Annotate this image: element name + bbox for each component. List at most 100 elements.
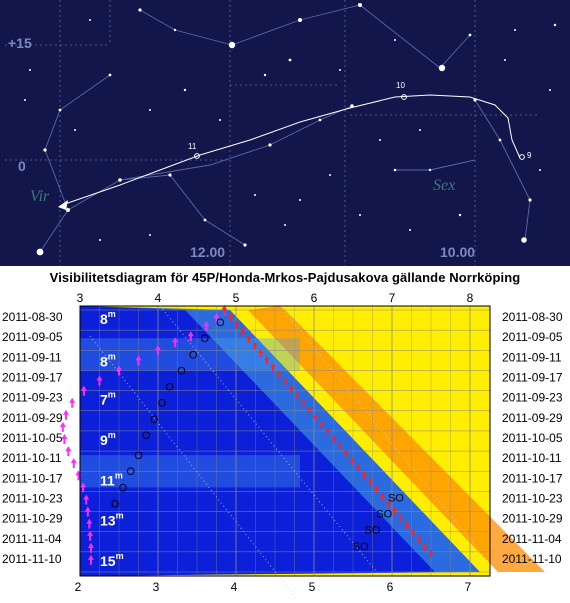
star [268,143,272,147]
top-tick-label: 4 [155,291,162,305]
date-label-right: 2011-08-30 [502,310,563,324]
mark-label-9: 9 [527,151,532,160]
sun-track-arrow [264,356,270,365]
date-label-right: 2011-10-11 [502,451,562,465]
comet-altitude-arrow [59,421,66,432]
date-label-right: 2011-11-04 [502,532,562,546]
comet-altitude-arrow [80,385,87,396]
bottom-tick-label: 4 [231,580,238,594]
magnitude-unit: m [115,470,123,480]
plot-background [80,306,545,576]
guide-diagonal [89,335,301,603]
comet-path [61,94,521,206]
sun-track-arrow [240,327,246,336]
star-map-canvas: 11 10 9 +15 0 12.00 10.00 Vir Sex [0,0,570,266]
sun-track-arrow [367,478,373,487]
comet-o-marker: O [111,498,120,510]
star [468,33,472,37]
comet-o-marker: O [189,349,198,361]
star [379,139,381,141]
star [243,243,247,247]
sun-track-arrow [233,320,239,329]
date-label-right: 2011-10-17 [502,471,563,485]
comet-o-marker: O [119,482,128,494]
sun-track-arrow [300,399,306,408]
comet-altitude-arrow [69,397,76,408]
comet-altitude-arrow [96,375,103,386]
star [329,174,331,176]
star [514,29,516,31]
magnitude-unit: m [108,351,116,361]
comet-o-marker: O [126,466,135,478]
star [339,69,341,71]
sun-track-arrow [343,449,349,458]
star [173,28,177,32]
star [58,108,62,112]
sun-track-arrow [422,542,428,551]
comet-altitude-arrow [65,446,72,457]
star [358,3,362,7]
comet-altitude-arrow [87,530,94,541]
comet-altitude-arrow [70,458,77,469]
star [419,129,421,131]
comet-o-marker: O [142,430,151,442]
star [458,213,462,217]
moonlit-band [80,338,300,371]
top-tick-label: 6 [311,291,318,305]
star [498,138,502,142]
sun-track-arrow [246,334,252,343]
star-map: 11 10 9 +15 0 12.00 10.00 Vir Sex [0,0,570,266]
comet-altitude-arrow [62,409,69,420]
star [409,229,411,231]
comet-altitude-arrow [116,365,122,376]
sun-track-arrow [337,442,343,451]
star [393,168,397,172]
star [138,8,142,12]
star [43,148,47,152]
date-label-right: 2011-09-23 [502,391,563,405]
date-label-left: 2011-09-29 [2,411,63,425]
date-label-right: 2011-11-10 [502,552,562,566]
bottom-tick-label: 3 [153,580,160,594]
top-tick-label: 7 [389,291,396,305]
sun-track-arrow [258,349,264,358]
comet-o-marker: O [201,333,210,345]
comet-altitude-arrow [87,542,94,553]
star [528,198,532,202]
date-label-right: 2011-09-11 [502,350,562,364]
star [473,98,477,102]
date-label-left: 2011-10-23 [2,491,63,505]
star [539,169,541,171]
magnitude-unit: m [116,511,124,521]
mark-label-11: 11 [188,142,197,151]
comet-altitude-arrow [135,355,142,366]
sun-track-arrow [276,370,282,379]
so-marker: SO [353,541,369,553]
comet-altitude-arrow [213,313,220,324]
star [254,194,256,196]
star [168,173,172,177]
declination-label-0: 0 [18,158,26,174]
top-tick-label: 3 [77,291,84,305]
sun-track-arrow [312,413,318,422]
sun-track-arrow [410,528,416,537]
date-label-left: 2011-09-23 [2,391,63,405]
sun-track-arrow [416,535,422,544]
star [284,224,286,226]
sun-track-arrow [288,384,294,393]
star [553,23,557,27]
star [263,73,267,77]
date-label-left: 2011-11-10 [2,552,62,566]
so-marker: SO [376,509,392,521]
top-tick-label: 5 [233,291,240,305]
star [89,19,91,21]
star [149,109,151,111]
comet-altitude-arrow [187,331,194,342]
comet-o-marker: O [177,365,186,377]
date-label-left: 2011-10-05 [2,431,63,445]
star [438,64,446,72]
star [394,39,396,41]
comet-altitude-arrow [87,554,94,565]
date-label-left: 2011-09-05 [2,330,63,344]
